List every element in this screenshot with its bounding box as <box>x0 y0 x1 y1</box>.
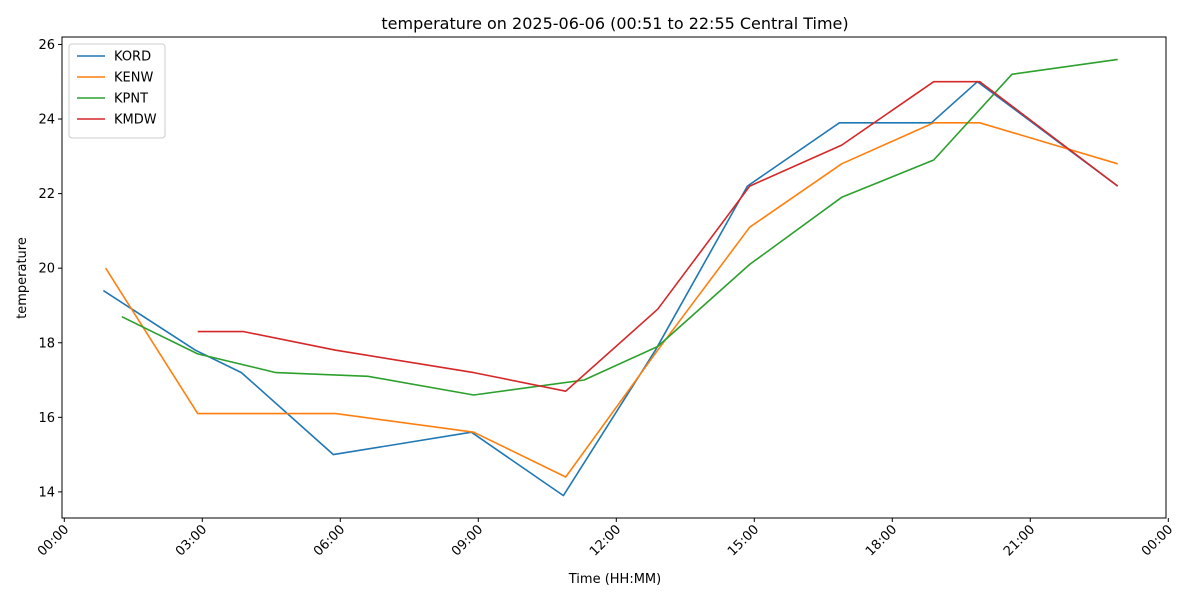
x-tick-label: 00:00 <box>1139 522 1176 559</box>
x-tick-label: 15:00 <box>725 522 762 559</box>
x-axis: 00:00 03:00 06:00 09:00 12:00 15:00 18:00 21:00… <box>35 518 1176 559</box>
x-tick-label: 18:00 <box>863 522 900 559</box>
series-line-kenw <box>105 122 1118 478</box>
x-tick-label: 03:00 <box>173 522 210 559</box>
y-tick-label: 26 <box>38 38 55 53</box>
y-axis: 14 16 18 20 22 24 26 <box>38 38 62 500</box>
y-tick-label: 16 <box>38 411 55 426</box>
y-axis-title: temperature <box>15 237 30 319</box>
y-tick-label: 24 <box>38 113 55 128</box>
legend-label-kpnt: KPNT <box>114 92 148 107</box>
x-axis-title: Time (HH:MM) <box>568 572 661 587</box>
legend-label-kord: KORD <box>114 50 151 65</box>
x-tick-label: 09:00 <box>449 522 486 559</box>
chart-title: temperature on 2025-06-06 (00:51 to 22:5… <box>381 14 848 33</box>
plot-frame <box>61 36 1167 519</box>
x-tick-label: 21:00 <box>1001 522 1038 559</box>
series-line-kord <box>102 80 1119 497</box>
legend-label-kmdw: KMDW <box>114 113 157 128</box>
y-tick-label: 14 <box>38 485 55 500</box>
legend-box <box>68 43 166 139</box>
y-tick-label: 18 <box>38 336 55 351</box>
legend-label-kenw: KENW <box>114 71 153 86</box>
x-tick-label: 12:00 <box>587 522 624 559</box>
y-tick-label: 20 <box>38 262 55 277</box>
legend: KORD KENW KPNT KMDW <box>68 43 166 139</box>
x-tick-label: 00:00 <box>35 522 72 559</box>
series-line-kpnt <box>121 58 1118 396</box>
series-line-kmdw <box>197 80 1119 393</box>
y-tick-label: 22 <box>38 187 55 202</box>
x-tick-label: 06:00 <box>311 522 348 559</box>
series-layer <box>102 58 1119 497</box>
